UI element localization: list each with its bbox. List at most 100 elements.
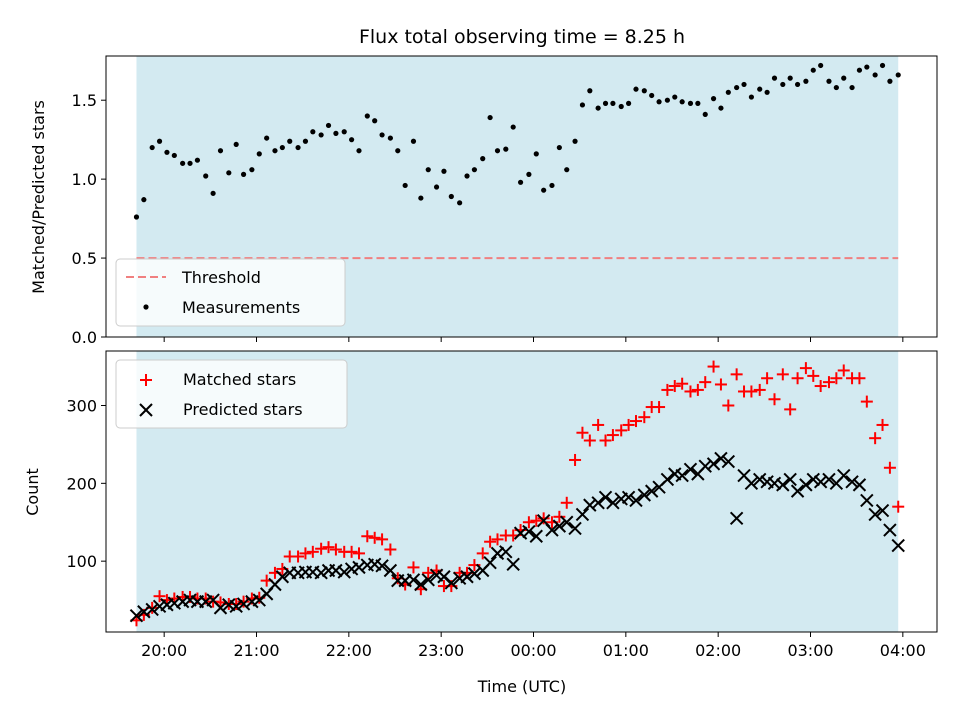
bottom-y-axis-label: Count [23, 468, 42, 516]
predicted-star-point [499, 545, 513, 559]
matched-star-point [837, 364, 850, 377]
predicted-star-point [852, 478, 867, 492]
measurement-point [364, 113, 370, 119]
measurement-point [233, 141, 239, 148]
predicted-star-point [875, 503, 890, 518]
top-y-tick-label: 0.0 [72, 328, 97, 347]
measurement-point [549, 182, 555, 189]
predicted-star-point [414, 577, 428, 592]
measurement-point [448, 193, 454, 200]
measurement-point [810, 67, 816, 73]
measurement-point [841, 75, 847, 81]
measurement-point [826, 78, 832, 84]
measurement-point [656, 99, 662, 105]
predicted-star-point [375, 559, 389, 573]
predicted-star-point [406, 573, 421, 587]
predicted-star-point [860, 493, 874, 508]
measurement-point [164, 149, 170, 155]
measurement-point [180, 160, 186, 166]
measurement-point [771, 75, 778, 81]
predicted-star-point [444, 576, 459, 590]
measurement-point [302, 138, 309, 144]
measurement-point [256, 151, 262, 157]
matched-star-point [730, 368, 743, 381]
measurement-point [249, 167, 255, 173]
measurement-point [849, 84, 855, 91]
top-y-tick-label: 1.0 [72, 170, 97, 189]
predicted-star-point [637, 488, 652, 502]
x-tick-label: 01:00 [603, 641, 649, 660]
measurement-point [533, 151, 539, 157]
measurement-point [764, 89, 770, 95]
matched-star-point [753, 383, 766, 396]
matched-star-point [814, 380, 827, 393]
measurement-point [595, 105, 601, 111]
bottom-y-axis-ticks: 100 200 300 [66, 396, 106, 571]
measurement-point [418, 195, 424, 201]
matched-star-point [368, 531, 381, 544]
measurement-point [156, 138, 163, 144]
predicted-star-point [714, 451, 728, 466]
matched-star-point [530, 514, 543, 527]
measurement-point [794, 81, 801, 88]
measurement-point [425, 167, 431, 173]
matched-star-point [714, 378, 727, 391]
matched-star-point [853, 372, 866, 385]
measurement-point [710, 96, 717, 102]
bottom-legend: Matched stars Predicted stars [115, 359, 348, 429]
matched-star-point [653, 401, 666, 414]
matched-star-point [745, 385, 758, 398]
measurement-point [833, 84, 839, 91]
predicted-legend-label: Predicted stars [183, 400, 303, 419]
matched-star-point [622, 418, 635, 431]
measurement-point [818, 62, 824, 69]
measurement-point [349, 137, 355, 143]
predicted-star-point [137, 605, 151, 619]
predicted-star-point [598, 490, 613, 505]
predicted-star-point [460, 570, 474, 584]
x-axis-label: Time (UTC) [477, 677, 566, 696]
predicted-star-point [675, 468, 689, 483]
measurement-point [379, 132, 385, 138]
matched-star-point [345, 545, 358, 558]
predicted-star-point [236, 597, 251, 611]
predicted-star-point [575, 507, 590, 522]
predicted-star-point [629, 493, 643, 508]
predicted-star-point [506, 557, 520, 571]
bottom-axes-frame [105, 350, 938, 633]
x-tick-label: 21:00 [233, 641, 279, 660]
predicted-stars-points [129, 451, 905, 623]
measurement-point [341, 129, 347, 135]
measurement-point [626, 100, 632, 106]
matched-star-point [384, 543, 397, 556]
matched-star-point [791, 372, 804, 385]
predicted-star-point [783, 472, 797, 487]
measurement-point [226, 170, 232, 176]
top-legend: Threshold Measurements [115, 258, 346, 327]
predicted-star-point [790, 484, 805, 498]
predicted-star-point [352, 560, 366, 575]
matched-star-point [676, 377, 689, 390]
measurement-point [333, 130, 339, 136]
matched-star-point [768, 393, 781, 406]
predicted-star-point [822, 472, 836, 487]
matched-star-point [892, 500, 905, 513]
measurement-point [187, 160, 193, 166]
matched-star-point [592, 418, 605, 431]
measurement-point [787, 75, 793, 81]
measurement-point [503, 146, 509, 152]
measurement-point [748, 94, 755, 100]
predicted-star-point [545, 523, 559, 537]
predicted-star-point [621, 490, 636, 505]
measurement-point [649, 92, 655, 99]
matched-star-point [684, 385, 697, 398]
predicted-star-point [522, 524, 536, 539]
matched-star-point [560, 496, 573, 509]
measurement-point [734, 84, 740, 91]
top-y-axis-label: Matched/Predicted stars [29, 100, 48, 294]
measurement-point [372, 118, 378, 124]
measurement-point [171, 152, 177, 159]
matched-star-point [537, 512, 550, 525]
matched-star-point [807, 369, 820, 382]
matched-star-point [576, 426, 589, 439]
